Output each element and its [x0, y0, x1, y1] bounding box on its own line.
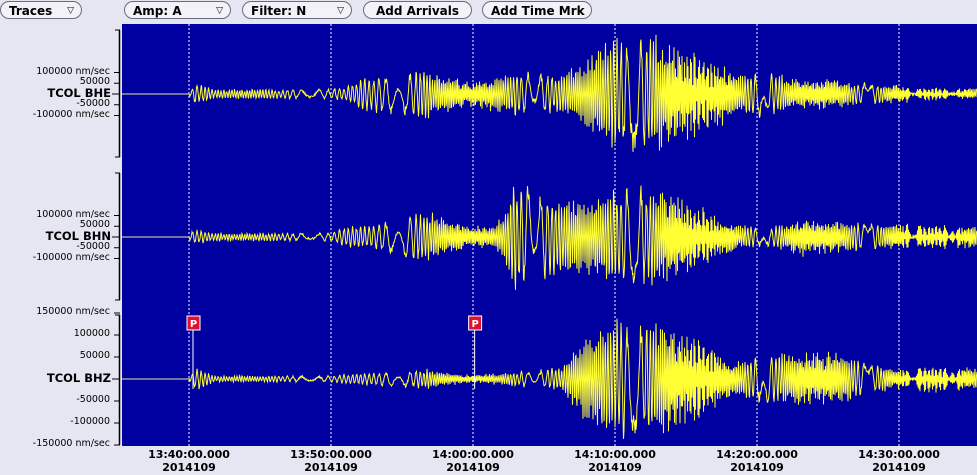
time-axis-date: 2014109 — [446, 461, 500, 474]
time-axis-time: 13:50:00.000 — [290, 448, 372, 461]
trace-channel-label: TCOL BHN — [45, 229, 111, 243]
time-axis-date: 2014109 — [872, 461, 926, 474]
amplitude-tick-label: 100000 nm/sec — [36, 65, 110, 77]
time-axis-date: 2014109 — [730, 461, 784, 474]
time-axis-label: 14:00:00.000 2014109 — [418, 448, 528, 474]
arrival-flag-label: P — [190, 319, 197, 330]
arrival-flag[interactable]: P — [468, 315, 483, 331]
amplitude-tick-label: -50000 — [76, 97, 110, 109]
waveform-trace — [188, 34, 977, 152]
time-axis-label: 13:50:00.000 2014109 — [276, 448, 386, 474]
arrival-flag-label: P — [471, 319, 478, 330]
time-axis-date: 2014109 — [588, 461, 642, 474]
time-axis-time: 14:10:00.000 — [574, 448, 656, 461]
trace-channel-label: TCOL BHZ — [46, 371, 111, 385]
add-time-mark-button[interactable]: Add Time Mrk — [482, 1, 592, 19]
time-axis-label: 14:20:00.000 2014109 — [702, 448, 812, 474]
time-axis-date: 2014109 — [162, 461, 216, 474]
time-axis-time: 14:30:00.000 — [858, 448, 940, 461]
amplitude-tick-label: -100000 — [70, 416, 110, 427]
time-axis-time: 14:20:00.000 — [716, 448, 798, 461]
time-axis-label: 13:40:00.000 2014109 — [134, 448, 244, 474]
traces-menu-button[interactable]: Traces ▽ — [0, 1, 82, 19]
amplitude-tick-label: -150000 nm/sec — [32, 438, 110, 449]
time-axis-label: 14:30:00.000 2014109 — [844, 448, 954, 474]
waveform-trace — [188, 318, 977, 439]
amplitude-tick-label: -50000 — [76, 394, 110, 405]
amplitude-tick-label: 150000 nm/sec — [36, 306, 110, 317]
filter-select[interactable]: Filter: N ▽ — [242, 1, 352, 19]
trace-channel-label: TCOL BHE — [47, 86, 111, 100]
amplitude-tick-label: 50000 — [79, 350, 110, 361]
time-axis-time: 14:00:00.000 — [432, 448, 514, 461]
dropdown-triangle-icon: ▽ — [337, 6, 344, 16]
time-axis-time: 13:40:00.000 — [148, 448, 230, 461]
amplitude-tick-label: 50000 — [79, 76, 110, 88]
traces-menu-label: Traces — [9, 4, 53, 18]
arrival-flag-box — [186, 315, 201, 331]
time-axis-label: 14:10:00.000 2014109 — [560, 448, 670, 474]
add-time-mark-label: Add Time Mrk — [491, 4, 585, 18]
arrival-flag[interactable]: P — [186, 315, 201, 331]
arrival-flag-box — [468, 315, 483, 331]
amp-select[interactable]: Amp: A ▽ — [124, 1, 231, 19]
dropdown-triangle-icon: ▽ — [216, 6, 223, 16]
filter-select-label: Filter: N — [251, 4, 307, 18]
amplitude-tick-label: -100000 nm/sec — [32, 108, 110, 120]
amplitude-tick-label: 50000 — [79, 219, 110, 231]
amplitude-tick-label: -50000 — [76, 240, 110, 252]
add-arrivals-button[interactable]: Add Arrivals — [363, 1, 472, 19]
amplitude-tick-label: 100000 nm/sec — [36, 208, 110, 220]
waveform-trace — [188, 185, 977, 290]
add-arrivals-label: Add Arrivals — [375, 4, 460, 18]
amplitude-tick-label: 100000 — [73, 328, 110, 339]
time-axis-date: 2014109 — [304, 461, 358, 474]
amplitude-tick-label: -100000 nm/sec — [32, 251, 110, 263]
toolbar: Traces ▽ Amp: A ▽ Filter: N ▽ Add Arriva… — [0, 0, 977, 24]
amp-select-label: Amp: A — [133, 4, 182, 18]
dropdown-triangle-icon: ▽ — [67, 6, 74, 16]
amplitude-axes — [112, 29, 121, 446]
